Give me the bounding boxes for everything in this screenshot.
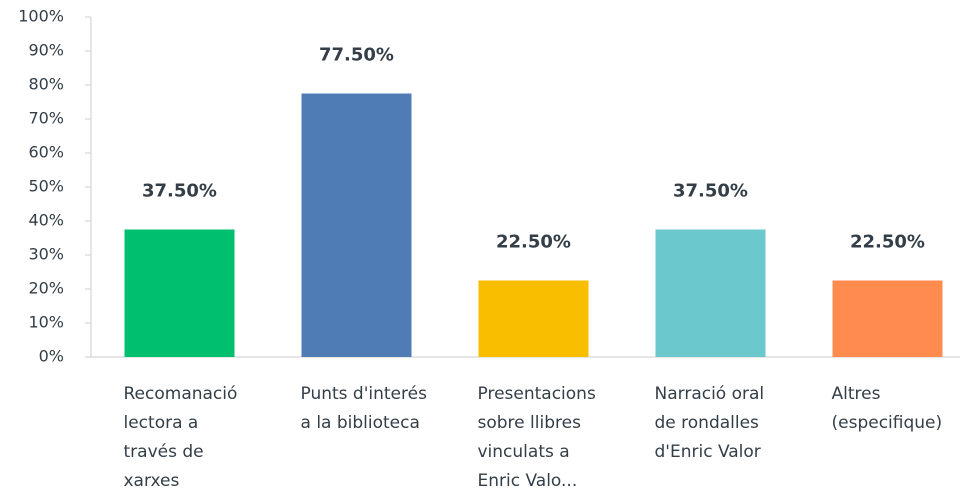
y-tick-label: 70% <box>28 109 64 128</box>
bar <box>124 229 235 357</box>
value-label: 22.50% <box>850 232 925 253</box>
y-tick-label: 30% <box>28 245 64 264</box>
x-tick-label: Recomanació lectora a través de xarxes <box>123 384 238 491</box>
value-label: 37.50% <box>142 181 217 202</box>
value-label: 77.50% <box>319 45 394 66</box>
y-tick-label: 60% <box>28 143 64 162</box>
y-tick-label: 40% <box>28 211 64 230</box>
y-tick-label: 90% <box>28 41 64 60</box>
y-tick-label: 100% <box>18 7 64 26</box>
y-tick-label: 80% <box>28 75 64 94</box>
bar <box>478 280 589 357</box>
x-tick-label: Punts d'interés a la biblioteca <box>300 384 427 433</box>
y-tick-label: 50% <box>28 177 64 196</box>
x-tick-label: Presentacions sobre llibres vinculats a … <box>477 384 596 491</box>
y-tick-label: 20% <box>28 279 64 298</box>
x-tick-label: Narració oral de rondalles d'Enric Valor <box>654 384 765 462</box>
bar <box>301 93 412 357</box>
bar <box>832 280 943 357</box>
value-label: 37.50% <box>673 181 748 202</box>
value-label: 22.50% <box>496 232 571 253</box>
bar <box>655 229 766 357</box>
x-tick-label: Altres (especifique) <box>831 384 943 433</box>
y-tick-label: 10% <box>28 313 64 332</box>
y-tick-label: 0% <box>39 347 64 366</box>
